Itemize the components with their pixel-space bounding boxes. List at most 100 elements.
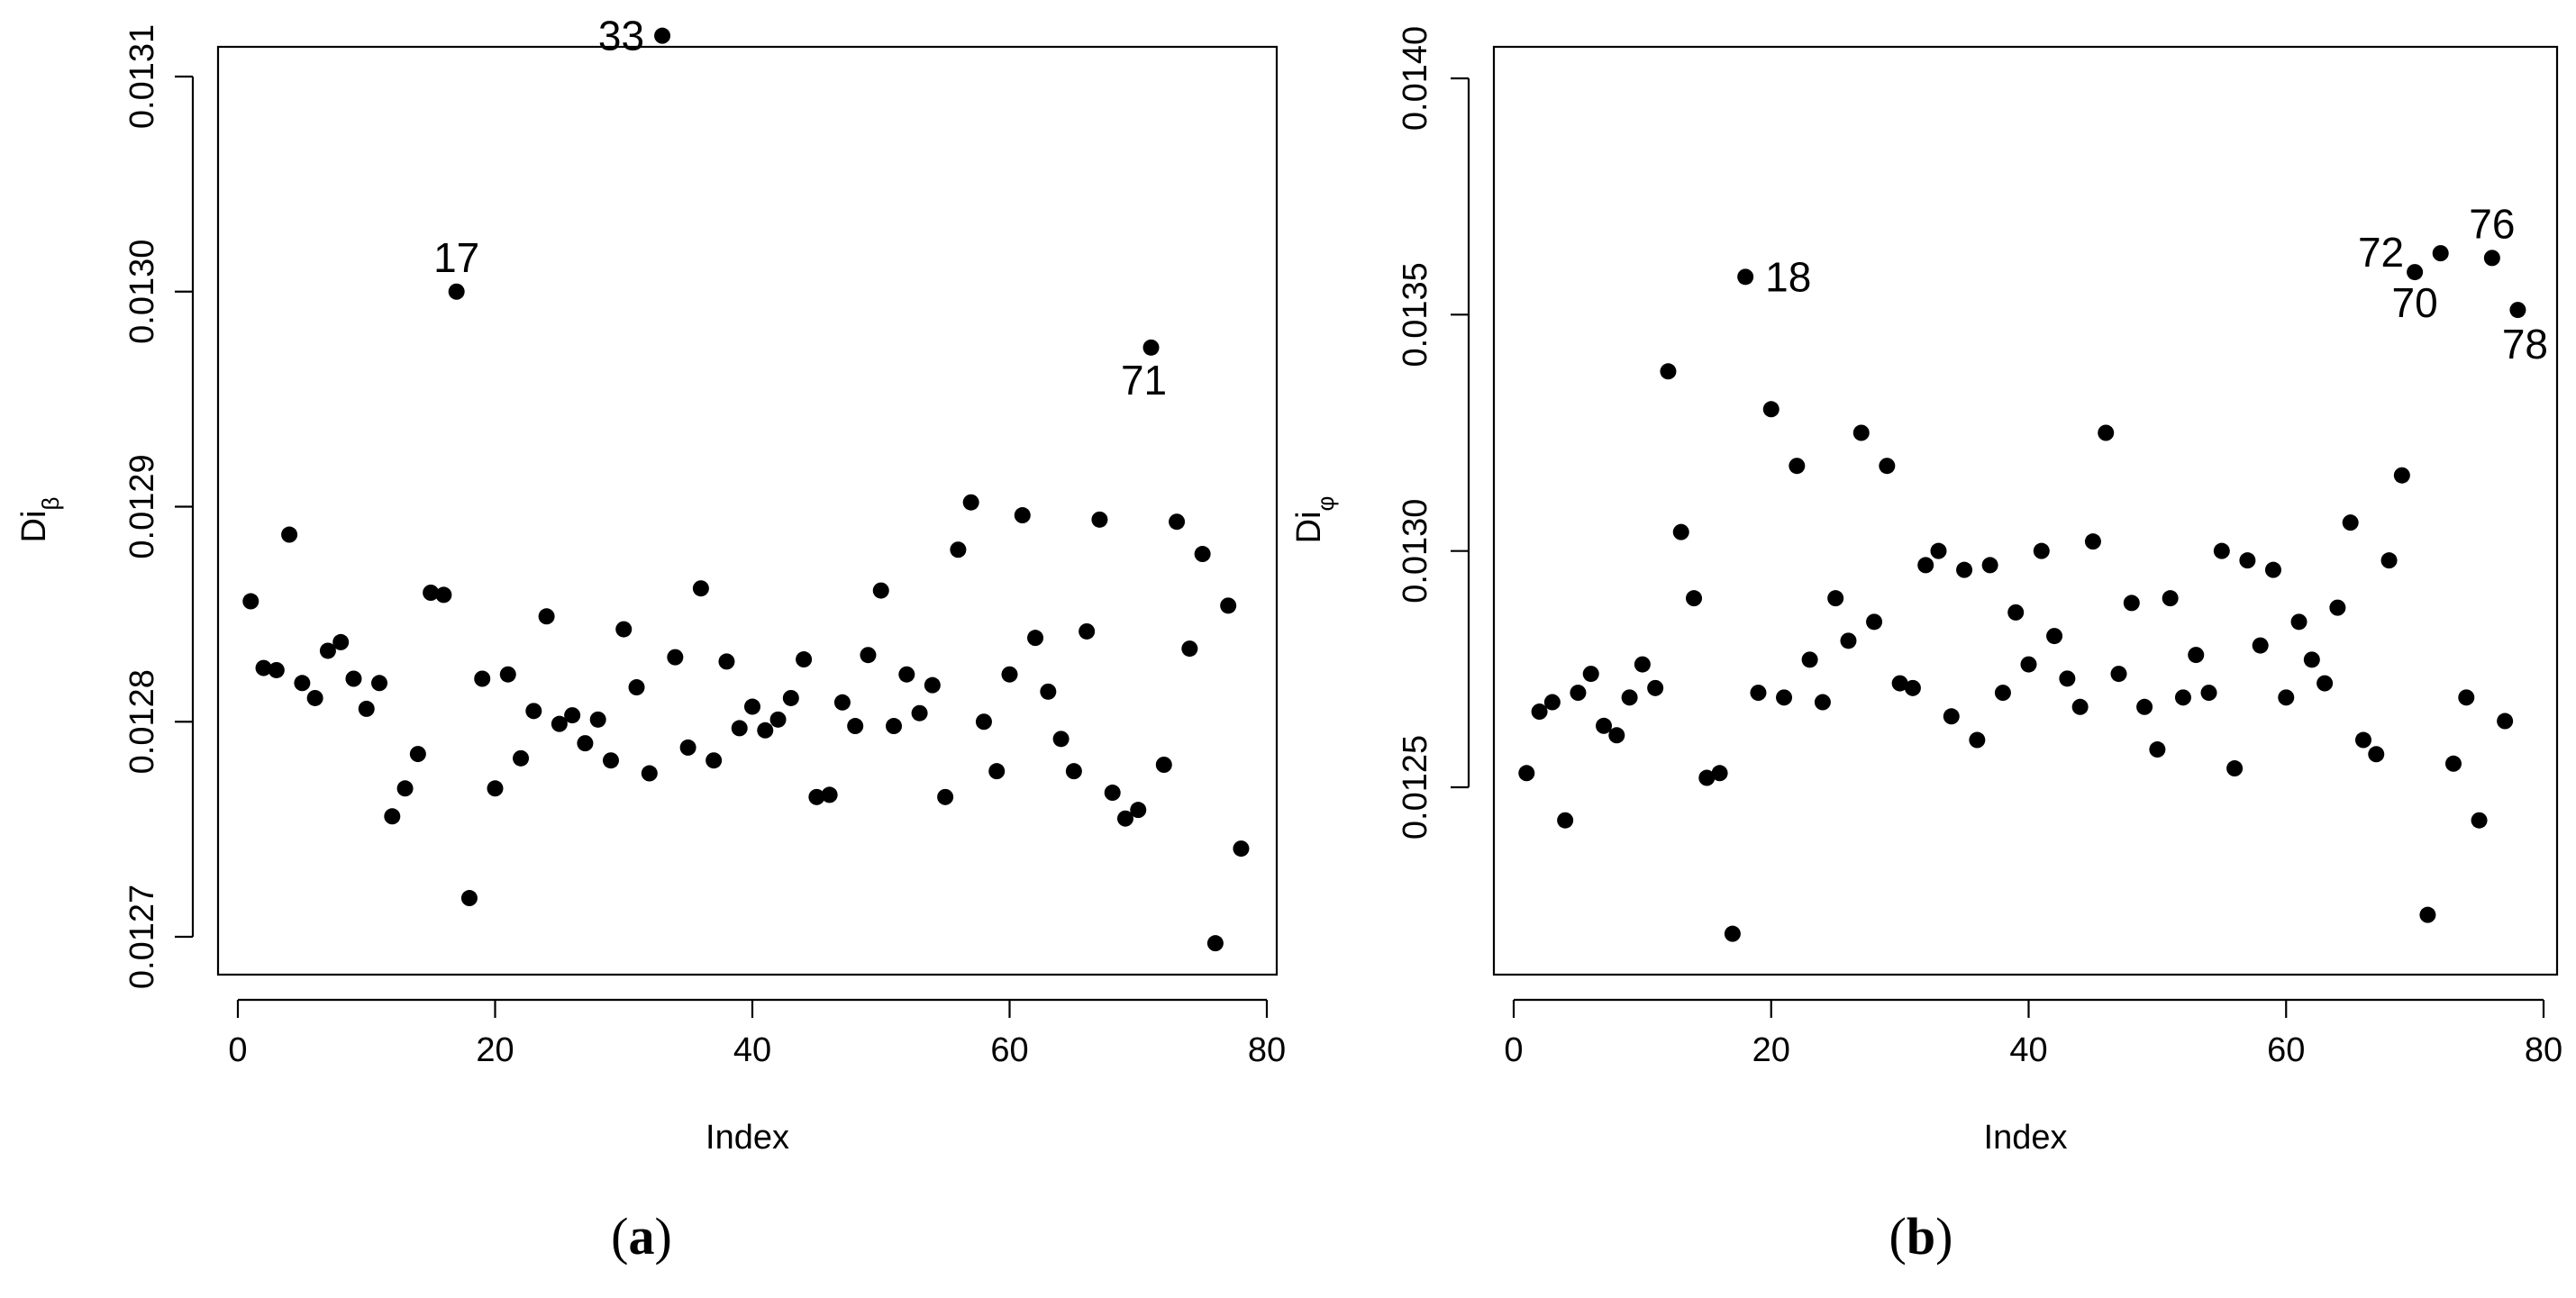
data-point bbox=[1634, 656, 1651, 673]
data-point bbox=[487, 780, 504, 797]
data-point bbox=[499, 666, 516, 683]
data-point bbox=[268, 661, 285, 678]
data-point bbox=[513, 749, 530, 767]
data-point bbox=[988, 763, 1006, 780]
data-point bbox=[2020, 656, 2037, 673]
data-point bbox=[2444, 755, 2462, 772]
data-point bbox=[975, 713, 992, 731]
point-annotation: 33 bbox=[598, 13, 644, 59]
data-point bbox=[1789, 458, 1806, 475]
subfigure-paren-close: ) bbox=[655, 1207, 672, 1266]
data-point bbox=[371, 675, 388, 692]
data-point bbox=[551, 715, 568, 732]
data-point bbox=[2432, 245, 2449, 262]
data-point bbox=[538, 608, 555, 625]
data-point bbox=[2342, 514, 2359, 531]
y-tick-label: 0.0131 bbox=[123, 24, 161, 129]
data-point bbox=[589, 711, 606, 728]
subfigure-paren-open: ( bbox=[1889, 1207, 1907, 1266]
data-point bbox=[1220, 597, 1237, 614]
data-point bbox=[1142, 339, 1160, 356]
x-tick-label: 80 bbox=[1248, 1031, 1286, 1069]
point-annotation: 70 bbox=[2392, 279, 2438, 326]
data-point bbox=[2136, 698, 2153, 715]
data-point bbox=[1879, 458, 1896, 475]
panel-a: 0 20 40 60 80 0.0127 0.0128 0.0129 0.0130 0.0131 I… bbox=[15, 13, 1286, 1266]
x-tick-label: 40 bbox=[733, 1031, 771, 1069]
data-point bbox=[667, 649, 684, 666]
data-point bbox=[2007, 604, 2025, 621]
data-point bbox=[679, 739, 696, 756]
x-tick-label: 20 bbox=[1752, 1031, 1790, 1069]
data-point bbox=[396, 780, 414, 797]
data-point bbox=[718, 653, 735, 670]
data-point bbox=[2380, 552, 2398, 569]
y-axis-title-main: Di bbox=[15, 511, 53, 543]
data-point bbox=[911, 704, 928, 722]
data-point bbox=[628, 679, 645, 696]
data-point bbox=[1994, 685, 2011, 702]
data-point bbox=[1557, 812, 1574, 829]
data-point bbox=[1724, 925, 1741, 942]
x-tick-label: 40 bbox=[2009, 1031, 2047, 1069]
data-point bbox=[1917, 557, 1934, 574]
data-point bbox=[744, 698, 760, 715]
data-point bbox=[1130, 802, 1147, 819]
data-point bbox=[1531, 703, 1548, 721]
subfigure-label: (a) bbox=[611, 1207, 672, 1266]
data-point bbox=[474, 670, 491, 687]
data-point bbox=[2188, 647, 2205, 664]
data-point bbox=[1065, 763, 1082, 780]
data-point bbox=[937, 788, 954, 805]
data-point bbox=[1660, 363, 1677, 380]
subfigure-paren-open: ( bbox=[611, 1207, 628, 1266]
data-point bbox=[1596, 717, 1613, 734]
data-point bbox=[2317, 675, 2334, 692]
subfigure-label: (b) bbox=[1889, 1207, 1953, 1266]
data-point bbox=[2458, 689, 2475, 706]
y-tick-label: 0.0135 bbox=[1397, 262, 1434, 367]
y-tick-label: 0.0130 bbox=[1397, 499, 1434, 604]
data-point bbox=[2368, 746, 2385, 763]
y-axis-title-sub: φ bbox=[1312, 496, 1339, 512]
data-point bbox=[2393, 467, 2410, 484]
y-tick-label: 0.0127 bbox=[123, 885, 161, 989]
data-point bbox=[2329, 599, 2346, 616]
data-point bbox=[1647, 679, 1664, 696]
data-point bbox=[1169, 513, 1186, 531]
data-point bbox=[705, 752, 723, 769]
data-point bbox=[1155, 757, 1172, 773]
data-point bbox=[1014, 507, 1031, 524]
point-annotation: 71 bbox=[1121, 357, 1167, 404]
data-point bbox=[950, 541, 967, 558]
point-annotation: 18 bbox=[1765, 253, 1811, 300]
data-point bbox=[1762, 401, 1780, 418]
data-point bbox=[1543, 694, 1561, 711]
data-point bbox=[345, 670, 362, 687]
data-point bbox=[1969, 731, 1986, 749]
data-point bbox=[2033, 542, 2050, 559]
data-point bbox=[1852, 424, 1870, 441]
data-point bbox=[602, 752, 619, 769]
data-point bbox=[641, 765, 658, 782]
data-point bbox=[821, 786, 838, 803]
data-point bbox=[833, 694, 851, 711]
data-point bbox=[448, 283, 465, 300]
plot-frame bbox=[1492, 45, 2559, 976]
data-point bbox=[1866, 613, 1883, 631]
x-tick-label: 0 bbox=[1504, 1031, 1523, 1069]
data-point bbox=[757, 722, 774, 739]
x-axis-title: Index bbox=[705, 1119, 789, 1157]
x-tick-label: 60 bbox=[990, 1031, 1028, 1069]
data-point bbox=[255, 659, 272, 676]
data-point bbox=[1750, 685, 1767, 702]
data-point bbox=[769, 711, 787, 728]
data-point bbox=[1711, 765, 1728, 782]
data-point bbox=[872, 582, 889, 599]
data-point bbox=[2483, 250, 2500, 267]
data-point bbox=[2290, 613, 2307, 631]
data-point bbox=[409, 746, 426, 763]
data-point bbox=[654, 27, 671, 44]
data-point bbox=[2110, 666, 2127, 683]
